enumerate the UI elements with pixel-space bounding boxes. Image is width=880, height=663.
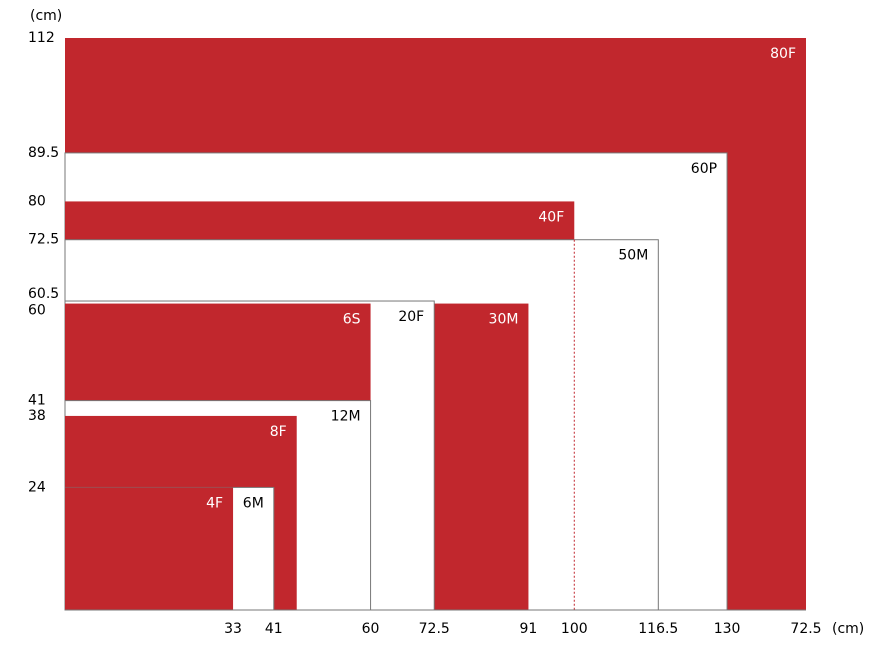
size-label: 8F [270, 424, 287, 440]
y-tick-label: 72.5 [28, 232, 59, 248]
x-tick-label: 41 [265, 621, 283, 637]
y-tick-label: 80 [28, 193, 46, 209]
size-label: 6M [243, 495, 264, 511]
x-tick-label: 72.5 [790, 621, 821, 637]
size-label: 30M [489, 312, 519, 328]
size-label: 6S [343, 312, 361, 328]
x-tick-label: 60 [362, 621, 380, 637]
x-tick-label: 116.5 [638, 621, 678, 637]
x-tick-label: 33 [224, 621, 242, 637]
x-tick-label: 100 [561, 621, 588, 637]
size-label: 12M [331, 409, 361, 425]
y-tick-label: 38 [28, 408, 46, 424]
y-tick-label: 112 [28, 30, 55, 46]
size-rect [65, 487, 234, 610]
y-tick-label: 41 [28, 393, 46, 409]
y-unit: (cm) [30, 8, 62, 24]
size-label: 80F [770, 46, 796, 62]
size-label: 40F [538, 209, 564, 225]
y-tick-label: 60 [28, 303, 46, 319]
x-tick-label: 91 [520, 621, 538, 637]
x-unit: (cm) [832, 621, 864, 637]
size-label: 20F [398, 309, 424, 325]
y-tick-label: 89.5 [28, 145, 59, 161]
size-label: 4F [206, 495, 223, 511]
size-label: 50M [618, 248, 648, 264]
x-tick-label: 130 [714, 621, 741, 637]
size-label: 60P [691, 161, 717, 177]
y-tick-label: 60.5 [28, 286, 59, 302]
x-tick-label: 72.5 [419, 621, 450, 637]
y-tick-label: 24 [28, 479, 46, 495]
